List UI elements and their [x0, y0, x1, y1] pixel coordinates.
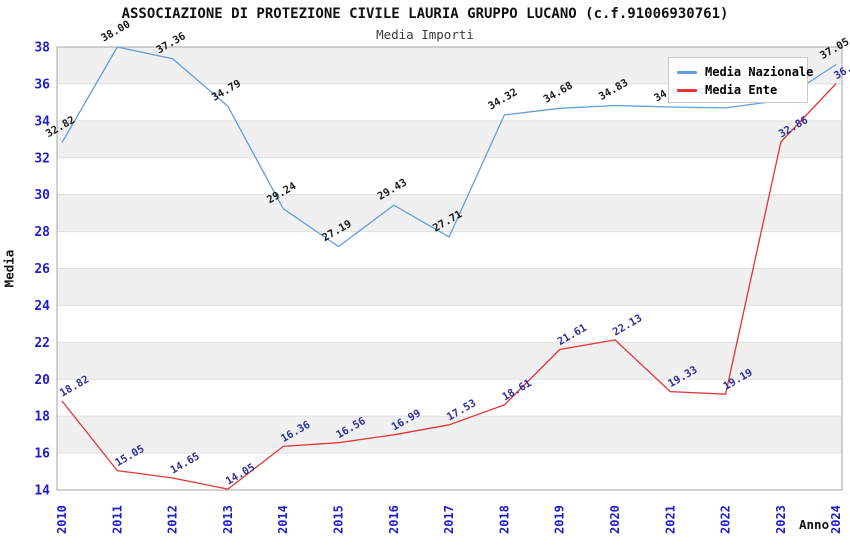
- y-tick-label: 14: [34, 484, 50, 499]
- grid-band: [57, 416, 842, 454]
- x-axis-title: Anno: [799, 517, 830, 532]
- data-label: 18.61: [500, 377, 533, 403]
- x-tick-label: 2023: [774, 505, 788, 534]
- y-tick-label: 32: [34, 151, 50, 166]
- plot-border: [56, 46, 843, 491]
- y-tick-label: 38: [34, 41, 50, 56]
- y-tick-label: 28: [34, 225, 50, 240]
- x-tick-label: 2013: [221, 505, 235, 534]
- x-tick-label: 2018: [497, 505, 511, 534]
- y-tick-label: 26: [34, 262, 50, 277]
- x-tick-label: 2015: [332, 505, 346, 534]
- legend-item-media-ente: Media Ente: [677, 81, 807, 99]
- x-tick-label: 2020: [608, 505, 622, 534]
- x-tick-label: 2014: [276, 505, 290, 534]
- y-tick-label: 22: [34, 336, 50, 351]
- y-tick-label: 16: [34, 447, 50, 462]
- media-nazionale-line: [61, 46, 837, 248]
- legend-label: Media Nazionale: [705, 65, 814, 79]
- y-tick-label: 34: [34, 114, 50, 129]
- legend-label: Media Ente: [705, 83, 778, 97]
- grid-band: [57, 120, 842, 158]
- x-tick-label: 2012: [166, 505, 180, 534]
- x-tick-label: 2017: [442, 505, 456, 534]
- chart-subtitle: Media Importi: [376, 27, 474, 42]
- data-label: 14.05: [224, 461, 257, 487]
- x-tick-label: 2021: [663, 505, 677, 534]
- data-label: 34.32: [486, 86, 519, 112]
- legend-item-media-nazionale: Media Nazionale: [677, 63, 813, 81]
- grid-band: [57, 342, 842, 380]
- data-label: 14.65: [168, 450, 201, 476]
- media-nazionale-line-swatch: [677, 70, 697, 74]
- x-tick-label: 2010: [55, 505, 69, 534]
- data-label: 22.13: [611, 312, 644, 338]
- y-axis-title: Media: [1, 249, 17, 288]
- media-ente-line-swatch: [677, 88, 697, 92]
- x-tick-label: 2016: [387, 505, 401, 534]
- y-tick-label: 20: [34, 373, 50, 388]
- data-label: 38.00: [99, 18, 132, 44]
- y-tick-label: 30: [34, 188, 50, 203]
- grid-band: [57, 268, 842, 306]
- y-tick-label: 24: [34, 299, 50, 314]
- x-tick-label: 2024: [829, 505, 843, 534]
- y-tick-label: 18: [34, 410, 50, 425]
- media-ente-line: [61, 83, 837, 490]
- x-tick-label: 2019: [553, 505, 567, 534]
- x-tick-label: 2011: [110, 505, 124, 534]
- y-tick-label: 36: [34, 77, 50, 92]
- chart-legend: Media Nazionale Media Ente: [668, 57, 813, 103]
- x-tick-label: 2022: [719, 505, 733, 534]
- grid-band: [57, 194, 842, 232]
- chart-title: ASSOCIAZIONE DI PROTEZIONE CIVILE LAURIA…: [121, 6, 729, 22]
